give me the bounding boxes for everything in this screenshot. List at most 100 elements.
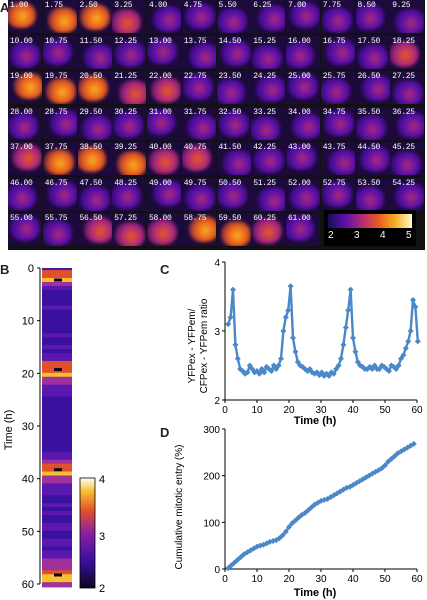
kymograph-band: [42, 293, 72, 300]
kymograph-tick-label: 30: [22, 421, 34, 433]
kymograph-band: [42, 526, 72, 533]
montage-frame: 20.50: [77, 71, 112, 104]
kymograph-band: [42, 582, 72, 588]
frame-time-label: 11.50: [79, 36, 103, 46]
cell-blob: [8, 183, 36, 210]
data-point: [261, 369, 268, 376]
cell-blob: [45, 78, 76, 104]
montage-frame: 34.75: [320, 106, 355, 140]
montage-frame: 18.25: [390, 35, 425, 69]
data-point: [400, 352, 407, 359]
kymograph-band: [42, 451, 72, 458]
panel-label-c: C: [160, 262, 170, 277]
montage-frame: 16.00: [286, 35, 320, 69]
x-tick-label: 10: [251, 405, 263, 416]
data-point: [401, 446, 408, 453]
frame-time-label: 49.00: [149, 178, 172, 188]
chart-c-xlabel: Time (h): [294, 415, 337, 427]
cell-blob: [292, 112, 320, 139]
montage-frame: 19.00: [8, 71, 42, 104]
montage-frame: 51.25: [251, 177, 286, 211]
kymograph-band: [42, 554, 72, 560]
frame-time-label: 49.75: [183, 178, 207, 188]
cell-blob: [8, 2, 36, 28]
montage-frame: 46.00: [8, 177, 42, 211]
data-point: [337, 488, 344, 495]
data-point: [297, 362, 304, 369]
kymograph-speck: [54, 368, 62, 372]
frame-time-label: 23.50: [218, 72, 242, 81]
cell-blob: [258, 5, 286, 31]
frame-time-label: 9.25: [392, 1, 411, 10]
panel-label-a: A: [0, 0, 10, 15]
data-point: [282, 314, 289, 321]
kymograph-band: [42, 321, 72, 327]
kymograph-band: [42, 522, 72, 529]
y-tick-label: 4: [214, 258, 220, 269]
kymograph-band: [42, 270, 72, 276]
kymograph-band: [42, 511, 72, 517]
frame-time-label: 55.75: [44, 214, 68, 223]
kymograph-band: [42, 345, 72, 351]
frame-time-label: 6.25: [253, 1, 272, 10]
x-tick-label: 40: [347, 405, 359, 416]
cell-blob: [14, 73, 42, 99]
data-point: [359, 363, 366, 370]
montage-frame: 28.00: [8, 106, 42, 140]
cell-blob: [10, 41, 40, 68]
frame-time-label: 3.25: [114, 1, 133, 10]
frame-time-label: 10.75: [44, 36, 68, 46]
kymograph-band: [42, 408, 72, 414]
data-point: [353, 480, 360, 487]
data-point: [407, 442, 414, 449]
data-point: [381, 363, 388, 370]
cell-blob: [153, 179, 181, 206]
kymograph-band: [42, 424, 72, 430]
x-tick-label: 60: [411, 574, 423, 585]
cell-blob: [395, 9, 425, 33]
kymograph-band: [42, 566, 72, 572]
data-point: [290, 334, 296, 341]
data-point: [383, 365, 390, 372]
montage-frame: 10.00: [8, 35, 42, 69]
data-point: [335, 362, 342, 369]
kymograph-band: [42, 289, 72, 296]
cell-blob: [256, 76, 286, 102]
frame-time-label: 16.75: [322, 36, 346, 46]
frame-time-label: 17.50: [357, 36, 381, 46]
montage-frame: 52.00: [286, 177, 320, 211]
frame-time-label: 33.25: [253, 107, 276, 117]
kymograph-band: [42, 507, 72, 513]
cell-blob: [288, 73, 318, 99]
montage-frame: 12.25: [112, 35, 147, 69]
frame-time-label: 59.50: [218, 214, 242, 223]
data-point: [263, 363, 270, 370]
chart-d-ylabel: Cumulative mitotic entry (%): [174, 444, 185, 569]
data-point: [391, 453, 398, 460]
kymograph-panel: Time (h) 0 10 20 30 40 50 60 4 3 2: [3, 263, 105, 592]
frame-time-label: 22.75: [183, 72, 207, 81]
data-point: [414, 338, 421, 345]
chart-d-axes: 0 10 20 30 40 50 60 0 100 200 300: [203, 425, 423, 585]
montage-frame: 49.00: [147, 177, 181, 211]
data-point: [338, 355, 344, 362]
data-point: [343, 484, 350, 491]
data-point: [308, 504, 315, 511]
frame-time-label: 2.50: [79, 1, 98, 10]
x-tick-label: 0: [222, 574, 228, 585]
montage-frame: 38.50: [77, 142, 112, 175]
panel-label-b: B: [0, 262, 10, 277]
cell-blob: [355, 4, 384, 30]
montage-frame: 53.50: [355, 177, 390, 211]
frame-time-label: 46.00: [10, 178, 33, 188]
montage-frame: 57.25: [112, 213, 147, 246]
kymograph-band: [42, 416, 72, 422]
montage-frame: 3.25: [112, 0, 147, 33]
frame-time-label: 53.50: [357, 178, 381, 188]
kymograph-band: [42, 301, 72, 307]
kymograph-band: [42, 562, 72, 568]
data-point: [287, 283, 294, 290]
frame-time-label: 34.00: [288, 107, 311, 117]
data-point: [334, 490, 340, 497]
frame-time-label: 43.75: [322, 143, 346, 152]
